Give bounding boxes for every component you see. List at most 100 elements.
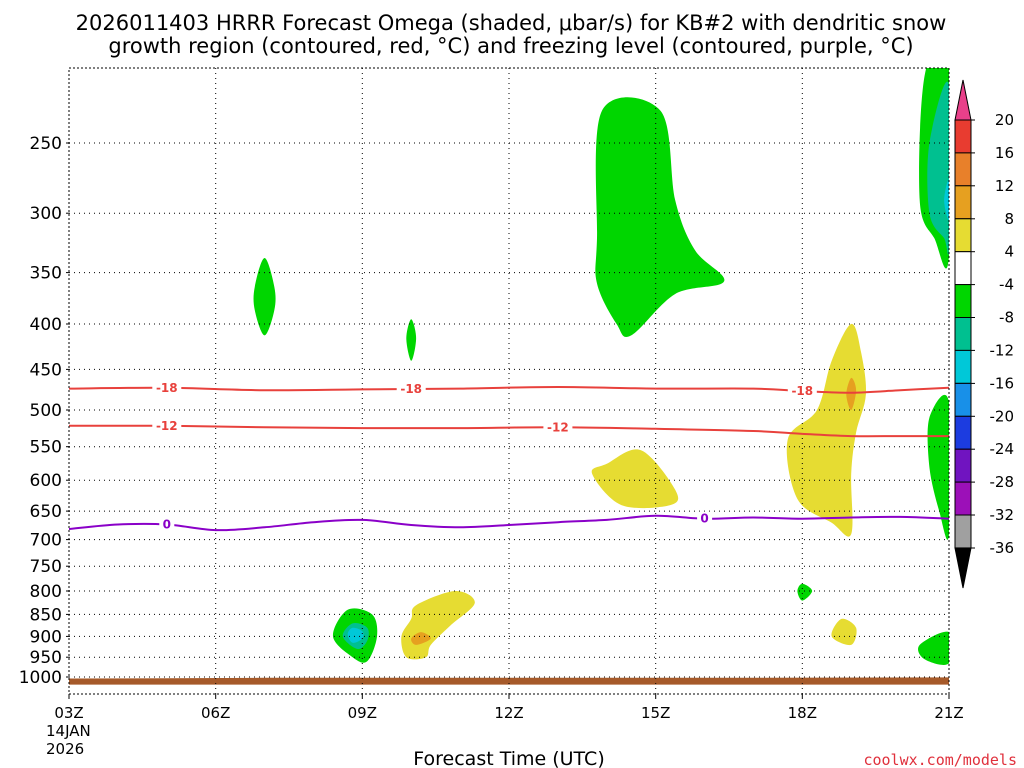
omega-region-teal-1-right-top bbox=[927, 81, 949, 255]
chart-title-line-1: 2026011403 HRRR Forecast Omega (shaded, … bbox=[76, 11, 947, 35]
colorbar-swatch bbox=[954, 185, 972, 220]
x-date-year: 2026 bbox=[46, 740, 84, 758]
contour-label-bg bbox=[396, 382, 426, 396]
x-axis-ticks: 03Z 06Z 09Z 12Z 15Z 18Z 21Z bbox=[54, 694, 964, 722]
omega-region-green-6-right-low bbox=[918, 631, 949, 665]
credit-text: coolwx.com/models bbox=[863, 751, 1017, 768]
colorbar-swatch bbox=[954, 448, 972, 483]
contour-label-dgz-12: -12 bbox=[156, 419, 178, 433]
colorbar-tick-label: -12 bbox=[990, 341, 1015, 359]
omega-region-cyan-2-low-09z bbox=[347, 627, 364, 643]
colorbar-swatch bbox=[954, 284, 972, 319]
omega-region-green-2-blob bbox=[595, 97, 725, 337]
temperature-contours: -18 -18 -18 -12 -12 0 0 bbox=[69, 380, 949, 532]
y-tick-label: 500 bbox=[30, 401, 62, 421]
y-tick-label: 450 bbox=[30, 360, 62, 380]
omega-regions bbox=[69, 68, 949, 685]
colorbar-top-triangle bbox=[954, 79, 972, 121]
grid-lines bbox=[69, 68, 949, 694]
chart-title: 2026011403 HRRR Forecast Omega (shaded, … bbox=[76, 11, 947, 58]
contour-label-freezing-level: 0 bbox=[700, 512, 708, 526]
colorbar-swatch bbox=[954, 218, 972, 253]
colorbar-bottom-triangle bbox=[954, 547, 972, 589]
contour-label-bg bbox=[152, 418, 182, 433]
omega-region-orange-2-low-10z bbox=[411, 632, 431, 645]
contour-label-bg bbox=[543, 420, 573, 435]
y-tick-label: 700 bbox=[30, 531, 62, 551]
colorbar-swatch bbox=[954, 514, 972, 549]
colorbar-tick-label: -36 bbox=[990, 539, 1015, 557]
colorbar-tick-label: 20 bbox=[995, 111, 1014, 129]
colorbar-swatch bbox=[954, 251, 972, 286]
omega-region-cyan-1-right-top bbox=[944, 179, 949, 221]
colorbar-tick-label: 12 bbox=[995, 177, 1014, 195]
colorbar-tick-label: -16 bbox=[990, 374, 1015, 392]
colorbar-tick-label: -8 bbox=[999, 309, 1014, 327]
colorbar-swatch bbox=[954, 382, 972, 417]
y-tick-label: 600 bbox=[30, 471, 62, 491]
y-tick-label: 250 bbox=[30, 134, 62, 154]
contour-line-dgz-18 bbox=[69, 385, 949, 394]
y-tick-label: 800 bbox=[30, 582, 62, 602]
x-tick-label: 12Z bbox=[494, 704, 523, 722]
colorbar-tick-label: 4 bbox=[1004, 243, 1014, 261]
omega-region-ground-bar bbox=[69, 677, 949, 685]
y-axis-ticks: 2503003504004505005506006507007508008509… bbox=[19, 134, 69, 688]
colorbar-tick-label: -4 bbox=[999, 276, 1014, 294]
colorbar-swatch bbox=[954, 119, 972, 154]
y-tick-label: 650 bbox=[30, 502, 62, 522]
y-tick-label: 900 bbox=[30, 627, 62, 647]
omega-region-yellow-2-right bbox=[786, 323, 867, 537]
contour-label-dgz-12: -12 bbox=[547, 420, 569, 434]
y-tick-label: 850 bbox=[30, 605, 62, 625]
colorbar-tick-label: -28 bbox=[990, 473, 1015, 491]
colorbar-swatch bbox=[954, 317, 972, 351]
contour-label-bg bbox=[697, 511, 713, 526]
x-date-day: 14JAN bbox=[46, 722, 91, 740]
omega-region-green-3-spindle bbox=[406, 319, 417, 361]
contour-label-dgz-18: -18 bbox=[156, 381, 178, 395]
x-tick-label: 06Z bbox=[201, 704, 230, 722]
colorbar-tick-label: 8 bbox=[1004, 210, 1014, 228]
omega-region-orange-1-right bbox=[846, 377, 857, 411]
y-tick-label: 1000 bbox=[19, 668, 62, 688]
colorbar: 20 16 12 8 4 -4 -8 -12 -16 -20 -24 -28 -32 -36 bbox=[954, 79, 1015, 589]
y-tick-label: 550 bbox=[30, 438, 62, 458]
contour-label-dgz-18: -18 bbox=[791, 384, 813, 398]
x-tick-label: 09Z bbox=[348, 704, 377, 722]
contour-line-freezing-level bbox=[69, 514, 949, 532]
y-tick-label: 750 bbox=[30, 557, 62, 577]
plot-frame bbox=[68, 67, 950, 695]
contour-label-dgz-18: -18 bbox=[400, 382, 422, 396]
y-tick-label: 400 bbox=[30, 315, 62, 335]
y-tick-label: 300 bbox=[30, 204, 62, 224]
colorbar-swatch bbox=[954, 152, 972, 187]
colorbar-swatch bbox=[954, 349, 972, 384]
omega-region-green-5-right-mid bbox=[927, 394, 949, 540]
contour-label-bg bbox=[159, 517, 175, 532]
colorbar-swatch bbox=[954, 415, 972, 450]
contour-label-bg bbox=[787, 384, 817, 399]
contour-label-freezing-level: 0 bbox=[163, 518, 171, 532]
x-tick-label: 21Z bbox=[934, 704, 963, 722]
x-tick-label: 03Z bbox=[54, 704, 83, 722]
x-axis-label: Forecast Time (UTC) bbox=[413, 748, 604, 768]
colorbar-tick-label: -32 bbox=[990, 506, 1015, 524]
omega-region-yellow-4-low-10z bbox=[401, 590, 475, 660]
x-tick-label: 15Z bbox=[641, 704, 670, 722]
colorbar-tick-label: 16 bbox=[995, 144, 1014, 162]
plot-area: -18 -18 -18 -12 -12 0 0 bbox=[68, 67, 950, 695]
omega-region-yellow-1-mid-15z bbox=[591, 449, 679, 509]
y-tick-label: 950 bbox=[30, 648, 62, 668]
colorbar-tick-label: -20 bbox=[990, 407, 1015, 425]
y-tick-label: 350 bbox=[30, 264, 62, 284]
omega-region-yellow-3-small-900 bbox=[831, 618, 857, 646]
omega-region-green-1-spindle bbox=[253, 258, 276, 336]
chart-title-line-2: growth region (contoured, red, °C) and f… bbox=[108, 34, 913, 58]
colorbar-swatch bbox=[954, 481, 972, 516]
omega-region-green-7-small bbox=[797, 583, 813, 601]
contour-label-bg bbox=[152, 380, 182, 395]
colorbar-tick-label: -24 bbox=[990, 440, 1015, 458]
x-tick-label: 18Z bbox=[788, 704, 817, 722]
